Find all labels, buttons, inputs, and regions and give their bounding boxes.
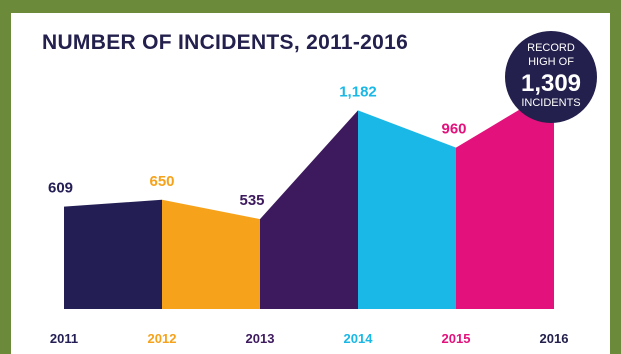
record-badge-circle — [505, 31, 597, 123]
value-label-2014: 1,182 — [339, 83, 377, 100]
year-label-2013: 2013 — [246, 331, 275, 346]
year-label-2016: 2016 — [540, 331, 569, 346]
area-segments — [64, 89, 554, 309]
year-labels: 2011 2012 2013 2014 2015 2016 — [50, 331, 569, 346]
area-segment-2015 — [456, 89, 554, 309]
area-segment-2011 — [64, 199, 162, 309]
value-label-2011: 609 — [48, 180, 73, 197]
year-label-2012: 2012 — [148, 331, 177, 346]
year-label-2014: 2014 — [344, 331, 374, 346]
area-segment-2014 — [358, 110, 456, 309]
badge-line-record: RECORD — [527, 42, 575, 54]
chart-frame: NUMBER OF INCIDENTS, 2011-2016 609 650 535… — [11, 13, 610, 354]
year-label-2011: 2011 — [50, 331, 78, 346]
area-segment-2013 — [260, 110, 358, 309]
badge-line-high-of: HIGH OF — [528, 56, 574, 68]
year-label-2015: 2015 — [442, 331, 471, 346]
badge-record-value: 1,309 — [521, 70, 581, 97]
record-badge: RECORD HIGH OF 1,309 INCIDENTS — [505, 31, 597, 123]
value-labels: 609 650 535 1,182 960 — [48, 83, 467, 209]
value-label-2012: 650 — [149, 173, 174, 190]
value-label-2015: 960 — [441, 121, 466, 138]
value-label-2013: 535 — [239, 192, 264, 209]
badge-line-incidents: INCIDENTS — [521, 97, 580, 109]
incidents-chart: NUMBER OF INCIDENTS, 2011-2016 609 650 535… — [42, 31, 597, 346]
area-segment-2012 — [162, 199, 260, 309]
chart-title: NUMBER OF INCIDENTS, 2011-2016 — [42, 31, 408, 54]
